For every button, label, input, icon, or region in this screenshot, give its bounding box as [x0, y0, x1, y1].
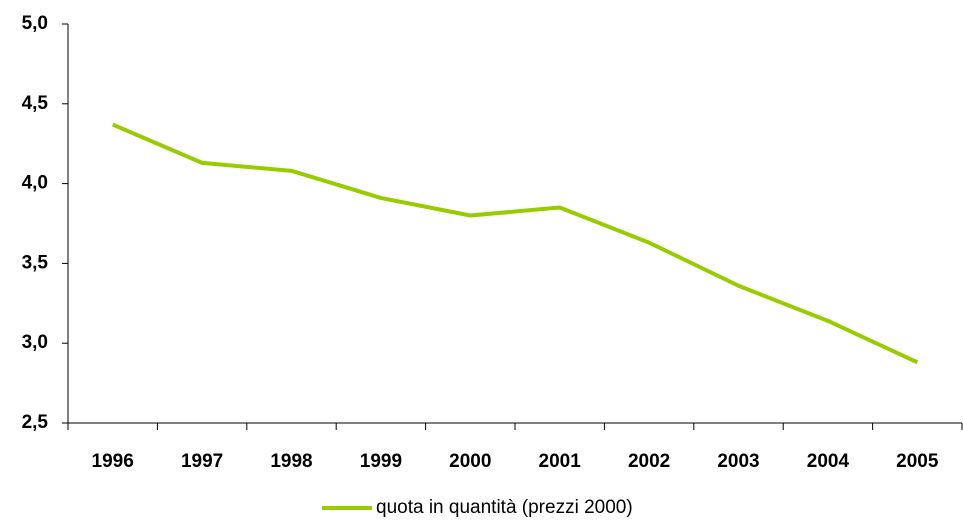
x-tick-label: 1998 [270, 451, 312, 472]
x-tick-label: 2003 [717, 451, 759, 472]
x-tick-label: 1999 [360, 451, 402, 472]
x-tick-label: 2005 [896, 451, 939, 472]
x-tick-label: 2000 [449, 451, 491, 472]
y-tick-label: 4,5 [22, 93, 49, 114]
x-tick-label: 2004 [807, 451, 850, 472]
x-tick-label: 2001 [539, 451, 582, 472]
legend-label: quota in quantità (prezzi 2000) [376, 497, 633, 518]
x-tick-label: 1996 [92, 451, 134, 472]
y-tick-label: 4,0 [22, 173, 48, 194]
y-tick-label: 3,5 [22, 252, 49, 273]
x-tick-label: 1997 [181, 451, 223, 472]
y-tick-label: 5,0 [22, 13, 48, 34]
y-tick-label: 3,0 [22, 332, 48, 353]
y-tick-label: 2,5 [22, 412, 49, 433]
data-line [111, 122, 919, 365]
x-tick-label: 2002 [628, 451, 670, 472]
